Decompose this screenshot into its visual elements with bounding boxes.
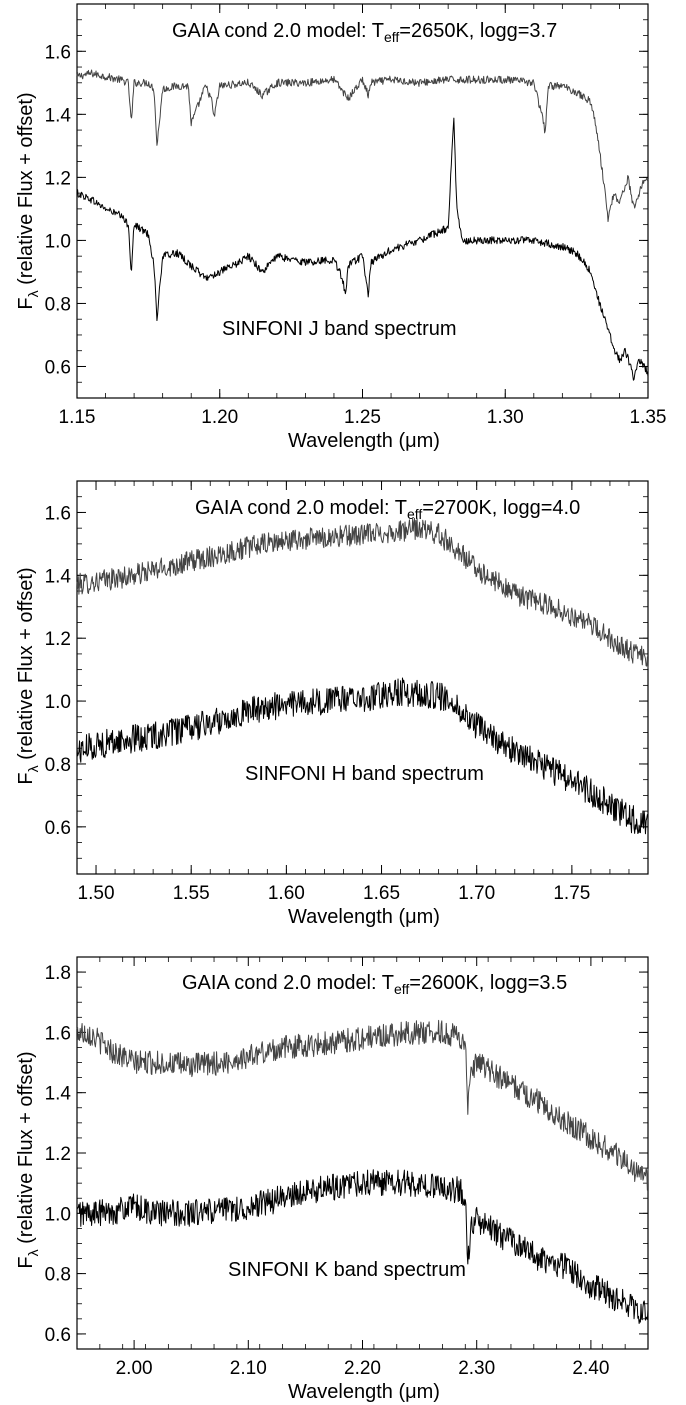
y-tick-label: 1.0	[45, 692, 71, 713]
y-tick-label: 0.8	[45, 755, 71, 776]
x-tick-label: 1.60	[268, 883, 305, 904]
j-band-panel: GAIA cond 2.0 model: Teff=2650K, logg=3.…	[15, 3, 667, 452]
y-tick-label: 1.4	[45, 566, 72, 587]
observed-spectrum-line	[76, 1169, 649, 1324]
x-tick-label: 1.65	[363, 883, 400, 904]
x-tick-label: 1.70	[458, 883, 495, 904]
observed-spectrum-line	[76, 117, 649, 381]
model-spectrum-line	[76, 517, 649, 669]
y-tick-label: 1.6	[45, 42, 71, 63]
x-tick-label: 2.30	[458, 1358, 495, 1379]
y-tick-label: 1.2	[45, 629, 71, 650]
k-model-label: GAIA cond 2.0 model: Teff=2600K, logg=3.…	[182, 972, 567, 997]
model-spectrum-line	[76, 1019, 649, 1191]
h-model-label: GAIA cond 2.0 model: Teff=2700K, logg=4.…	[195, 497, 580, 522]
y-tick-label: 1.2	[45, 168, 71, 189]
h-observed-label: SINFONI H band spectrum	[245, 763, 484, 785]
observed-spectrum-line	[76, 677, 649, 835]
y-tick-label: 1.8	[45, 963, 71, 984]
x-tick-label: 1.35	[630, 407, 667, 428]
j-x-axis-label: Wavelength (μm)	[288, 430, 440, 452]
model-spectrum-line	[76, 69, 649, 223]
y-tick-label: 1.4	[45, 105, 72, 126]
y-tick-label: 0.8	[45, 294, 71, 315]
plot-frame	[76, 956, 649, 1350]
x-tick-label: 1.75	[553, 883, 590, 904]
x-tick-label: 1.15	[59, 407, 96, 428]
y-tick-label: 1.2	[45, 1144, 71, 1165]
x-tick-label: 1.50	[78, 883, 115, 904]
x-tick-label: 1.30	[487, 407, 524, 428]
y-tick-label: 0.6	[45, 818, 71, 839]
y-tick-label: 0.8	[45, 1265, 71, 1286]
y-tick-label: 1.0	[45, 1204, 71, 1225]
k-y-axis-label: Fλ (relative Flux + offset)	[15, 1051, 41, 1268]
x-tick-label: 1.25	[344, 407, 381, 428]
y-tick-label: 1.6	[45, 503, 71, 524]
x-tick-label: 1.55	[173, 883, 210, 904]
j-observed-label: SINFONI J band spectrum	[222, 318, 457, 340]
x-tick-label: 2.00	[116, 1358, 153, 1379]
y-tick-label: 1.6	[45, 1023, 71, 1044]
x-tick-label: 2.20	[344, 1358, 381, 1379]
h-y-axis-label: Fλ (relative Flux + offset)	[15, 567, 41, 784]
x-tick-label: 1.20	[201, 407, 238, 428]
y-tick-label: 1.4	[45, 1084, 72, 1105]
k-x-axis-label: Wavelength (μm)	[288, 1381, 440, 1403]
j-y-axis-label: Fλ (relative Flux + offset)	[15, 92, 41, 309]
y-tick-label: 0.6	[45, 357, 71, 378]
y-tick-label: 1.0	[45, 231, 71, 252]
k-band-panel: GAIA cond 2.0 model: Teff=2600K, logg=3.…	[15, 956, 649, 1403]
x-tick-label: 2.10	[230, 1358, 267, 1379]
k-observed-label: SINFONI K band spectrum	[228, 1259, 466, 1281]
y-tick-label: 0.6	[45, 1325, 71, 1346]
x-tick-label: 2.40	[572, 1358, 609, 1379]
h-x-axis-label: Wavelength (μm)	[288, 906, 440, 928]
j-model-label: GAIA cond 2.0 model: Teff=2650K, logg=3.…	[172, 20, 557, 45]
h-band-panel: GAIA cond 2.0 model: Teff=2700K, logg=4.…	[15, 480, 649, 928]
